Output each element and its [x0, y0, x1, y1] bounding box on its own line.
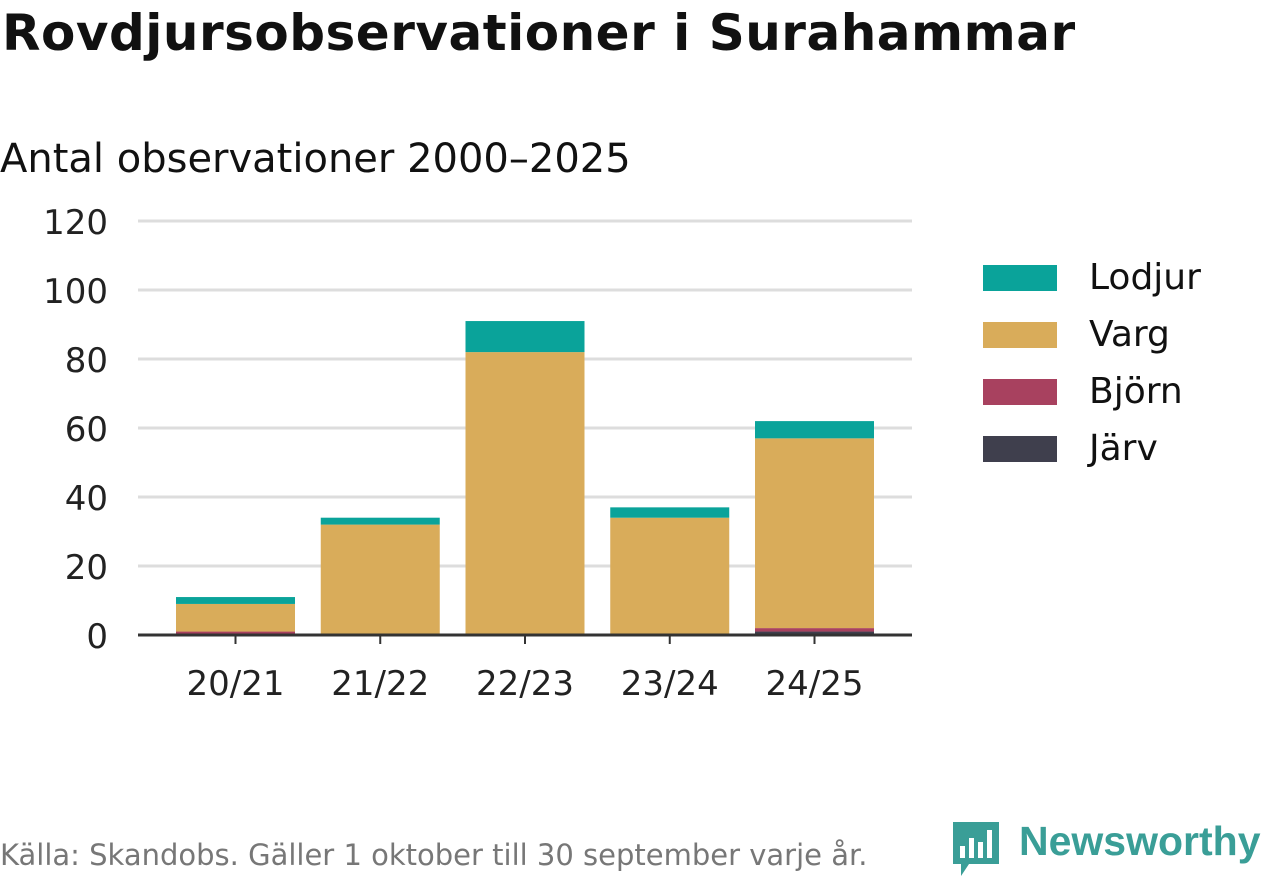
y-tick-label-120: 120 [43, 203, 108, 243]
y-tick-label-40: 40 [65, 479, 108, 519]
y-tick-label-20: 20 [65, 548, 108, 588]
x-tick-label-21/22: 21/22 [331, 664, 429, 704]
newsworthy-logo-text: Newsworthy [1019, 818, 1261, 864]
legend-label-jarv: Järv [1089, 428, 1158, 469]
y-axis-ticks: 0 20 40 60 80 100 120 [43, 203, 108, 657]
bar-21/22-Varg [320, 524, 440, 635]
legend-swatch-jarv [983, 436, 1057, 462]
y-tick-label-100: 100 [43, 272, 108, 312]
y-tick-label-60: 60 [65, 410, 108, 450]
x-tick-label-22/23: 22/23 [476, 664, 574, 704]
bar-23/24-Lodjur [610, 507, 730, 518]
bars [176, 321, 874, 635]
x-tick-label-24/25: 24/25 [766, 664, 864, 704]
y-tick-label-80: 80 [65, 341, 108, 381]
legend-label-varg: Varg [1089, 314, 1170, 355]
legend-label-lodjur: Lodjur [1089, 257, 1201, 298]
x-tick-label-20/21: 20/21 [187, 664, 285, 704]
bar-20/21-Lodjur [176, 597, 295, 604]
legend-label-bjorn: Björn [1089, 371, 1183, 412]
x-axis-ticks: 20/21 21/22 22/23 23/24 24/25 [187, 635, 864, 704]
bar-20/21-Björn [176, 631, 295, 635]
x-tick-label-23/24: 23/24 [621, 664, 719, 704]
chart-subtitle: Antal observationer 2000–2025 [0, 136, 631, 182]
newsworthy-logo-icon [953, 822, 999, 876]
bar-20/21-Varg [176, 603, 295, 632]
bar-24/25-Järv [755, 631, 874, 635]
bar-22/23-Lodjur [465, 321, 585, 353]
bar-23/24-Varg [610, 517, 730, 635]
bar-22/23-Varg [465, 352, 585, 635]
bar-24/25-Björn [755, 628, 874, 632]
legend-swatch-lodjur [983, 265, 1057, 291]
bar-21/22-Lodjur [320, 517, 440, 525]
legend-swatch-bjorn [983, 379, 1057, 405]
bar-24/25-Varg [755, 438, 874, 629]
legend-swatch-varg [983, 322, 1057, 348]
y-tick-label-0: 0 [86, 617, 108, 657]
bar-24/25-Lodjur [755, 421, 874, 439]
source-note: Källa: Skandobs. Gäller 1 oktober till 3… [0, 838, 868, 872]
chart-title: Rovdjursobservationer i Surahammar [2, 4, 1076, 62]
